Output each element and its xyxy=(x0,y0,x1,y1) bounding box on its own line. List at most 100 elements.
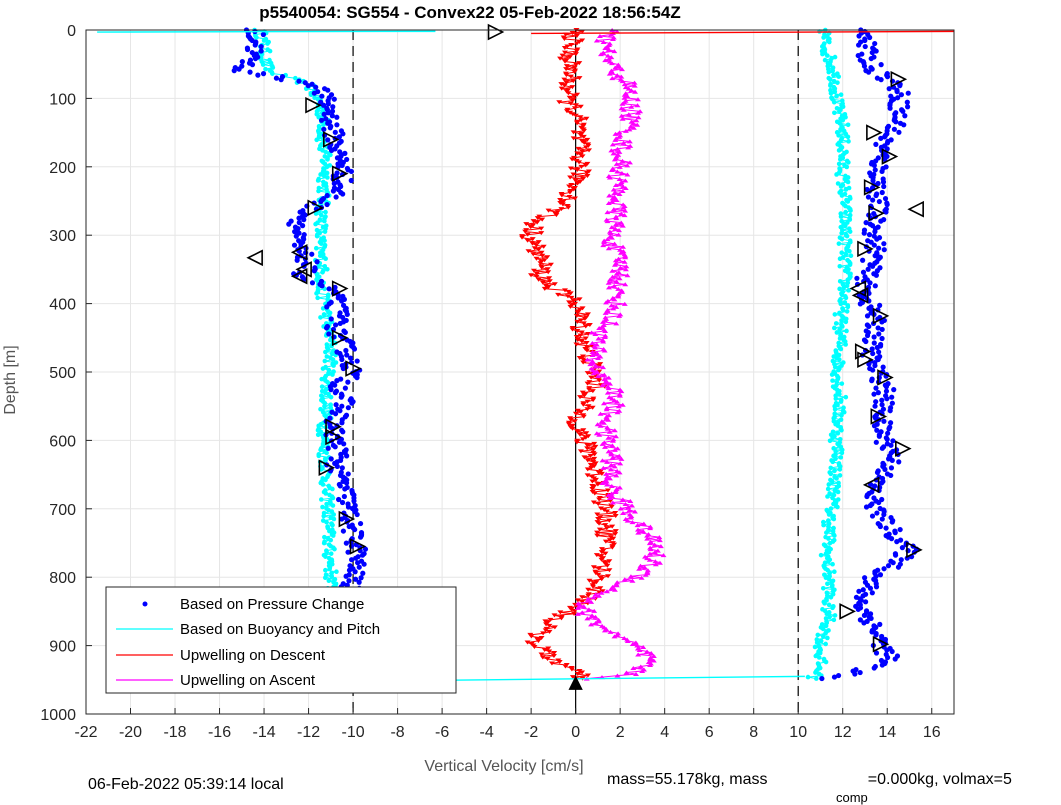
data-point-pressure_ascent xyxy=(852,671,858,677)
data-point-upwelling_ascent xyxy=(588,599,595,604)
data-point-upwelling_descent xyxy=(599,589,606,594)
direction-marker xyxy=(349,538,367,555)
data-point-upwelling_descent xyxy=(609,524,616,529)
data-point-upwelling_ascent xyxy=(644,536,651,541)
data-point-pressure_ascent xyxy=(831,674,838,680)
data-point-pressure_descent xyxy=(354,358,360,364)
data-point-buoyancy_ascent xyxy=(837,391,842,397)
data-point-pressure_descent xyxy=(311,268,317,274)
data-point-upwelling_descent xyxy=(592,461,599,466)
data-point-upwelling_ascent xyxy=(651,542,658,547)
data-point-upwelling_ascent xyxy=(611,398,618,403)
data-point-upwelling_ascent xyxy=(608,225,615,230)
data-point-pressure_descent xyxy=(324,192,330,199)
data-point-pressure_ascent xyxy=(880,179,887,185)
data-point-pressure_descent xyxy=(327,415,333,421)
x-axis: -22 -20 -18 -16 -14 -12 -10 -8 -6 -4 -2 0 2 4 6 8 10 12 14… xyxy=(74,708,941,741)
data-point-buoyancy_descent xyxy=(325,346,331,352)
data-point-upwelling_descent xyxy=(538,250,545,255)
data-point-upwelling_descent xyxy=(612,529,619,534)
data-point-pressure_ascent xyxy=(866,69,872,75)
data-point-buoyancy_ascent xyxy=(839,318,844,323)
data-point-upwelling_ascent xyxy=(599,480,606,485)
data-point-buoyancy_ascent xyxy=(828,83,833,88)
data-point-pressure_ascent xyxy=(856,33,862,39)
data-point-pressure_ascent xyxy=(871,391,877,397)
data-point-upwelling_ascent xyxy=(615,64,622,69)
data-point-upwelling_ascent xyxy=(619,289,626,294)
data-point-pressure_ascent xyxy=(870,177,876,184)
data-point-upwelling_descent xyxy=(563,67,570,72)
data-point-upwelling_ascent xyxy=(584,616,591,621)
data-point-pressure_descent xyxy=(332,390,338,396)
data-point-upwelling_descent xyxy=(581,316,588,321)
data-point-buoyancy_ascent xyxy=(830,459,836,465)
data-point-upwelling_descent xyxy=(577,133,584,138)
data-point-pressure_ascent xyxy=(876,349,882,355)
data-point-upwelling_ascent xyxy=(601,444,608,449)
data-point-pressure_descent xyxy=(321,111,327,117)
data-point-pressure_descent xyxy=(342,385,348,391)
data-point-upwelling_descent xyxy=(556,100,563,105)
data-point-upwelling_descent xyxy=(535,240,542,245)
data-point-upwelling_ascent xyxy=(604,53,611,58)
data-point-pressure_descent xyxy=(329,113,335,119)
data-point-upwelling_descent xyxy=(596,521,603,526)
data-point-upwelling_ascent xyxy=(597,52,604,57)
data-point-buoyancy_ascent xyxy=(813,670,818,675)
data-point-pressure_ascent xyxy=(899,545,905,551)
data-point-upwelling_ascent xyxy=(590,368,597,373)
data-point-upwelling_descent xyxy=(546,649,553,654)
data-point-buoyancy_descent xyxy=(325,266,330,272)
data-point-buoyancy_descent xyxy=(322,403,327,409)
data-point-pressure_ascent xyxy=(864,332,871,339)
data-point-upwelling_descent xyxy=(585,404,592,409)
data-point-upwelling_ascent xyxy=(602,310,609,315)
data-point-upwelling_ascent xyxy=(618,113,625,118)
data-point-pressure_ascent xyxy=(904,99,910,105)
data-point-upwelling_ascent xyxy=(609,500,616,505)
data-point-upwelling_descent xyxy=(594,530,601,535)
data-point-upwelling_ascent xyxy=(629,641,636,646)
data-point-pressure_ascent xyxy=(879,319,885,325)
data-point-upwelling_ascent xyxy=(652,559,659,564)
data-point-upwelling_descent xyxy=(605,574,612,579)
data-point-upwelling_ascent xyxy=(634,97,641,102)
data-point-buoyancy_descent xyxy=(330,372,335,377)
data-point-buoyancy_ascent xyxy=(830,68,836,73)
data-point-pressure_descent xyxy=(296,220,302,226)
data-point-upwelling_ascent xyxy=(618,170,625,175)
data-point-buoyancy_ascent xyxy=(818,638,824,644)
data-point-upwelling_descent xyxy=(581,393,588,398)
data-point-upwelling_descent xyxy=(563,64,570,69)
data-point-buoyancy_ascent xyxy=(838,455,844,460)
data-point-upwelling_descent xyxy=(557,56,564,61)
data-point-upwelling_ascent xyxy=(626,508,633,513)
data-point-upwelling_ascent xyxy=(604,390,611,395)
data-point-buoyancy_ascent xyxy=(838,399,844,404)
footer-mass-comp: comp =0.000kg, volmax=5 xyxy=(836,771,1012,805)
data-point-upwelling_ascent xyxy=(599,441,606,446)
data-point-upwelling_ascent xyxy=(611,262,618,267)
data-point-upwelling_descent xyxy=(529,237,536,242)
data-point-upwelling_ascent xyxy=(604,474,611,479)
data-point-upwelling_descent xyxy=(560,199,567,204)
data-point-buoyancy_descent xyxy=(330,522,335,528)
data-point-upwelling_ascent xyxy=(615,228,622,233)
data-point-pressure_descent xyxy=(278,77,284,83)
data-point-pressure_ascent xyxy=(898,557,904,563)
data-point-pressure_ascent xyxy=(872,229,878,235)
data-point-buoyancy_descent xyxy=(330,357,336,362)
data-point-upwelling_ascent xyxy=(613,473,620,478)
data-point-upwelling_ascent xyxy=(611,157,618,162)
data-point-buoyancy_ascent xyxy=(845,122,851,128)
data-point-upwelling_ascent xyxy=(641,565,648,570)
data-point-buoyancy_ascent xyxy=(835,80,840,85)
data-point-upwelling_ascent xyxy=(647,657,654,662)
data-point-pressure_descent xyxy=(330,188,336,194)
data-point-upwelling_descent xyxy=(553,213,560,218)
data-point-upwelling_ascent xyxy=(616,393,623,398)
data-point-upwelling_descent xyxy=(555,292,562,297)
data-point-upwelling_descent xyxy=(608,505,615,510)
data-point-buoyancy_descent xyxy=(323,256,328,262)
